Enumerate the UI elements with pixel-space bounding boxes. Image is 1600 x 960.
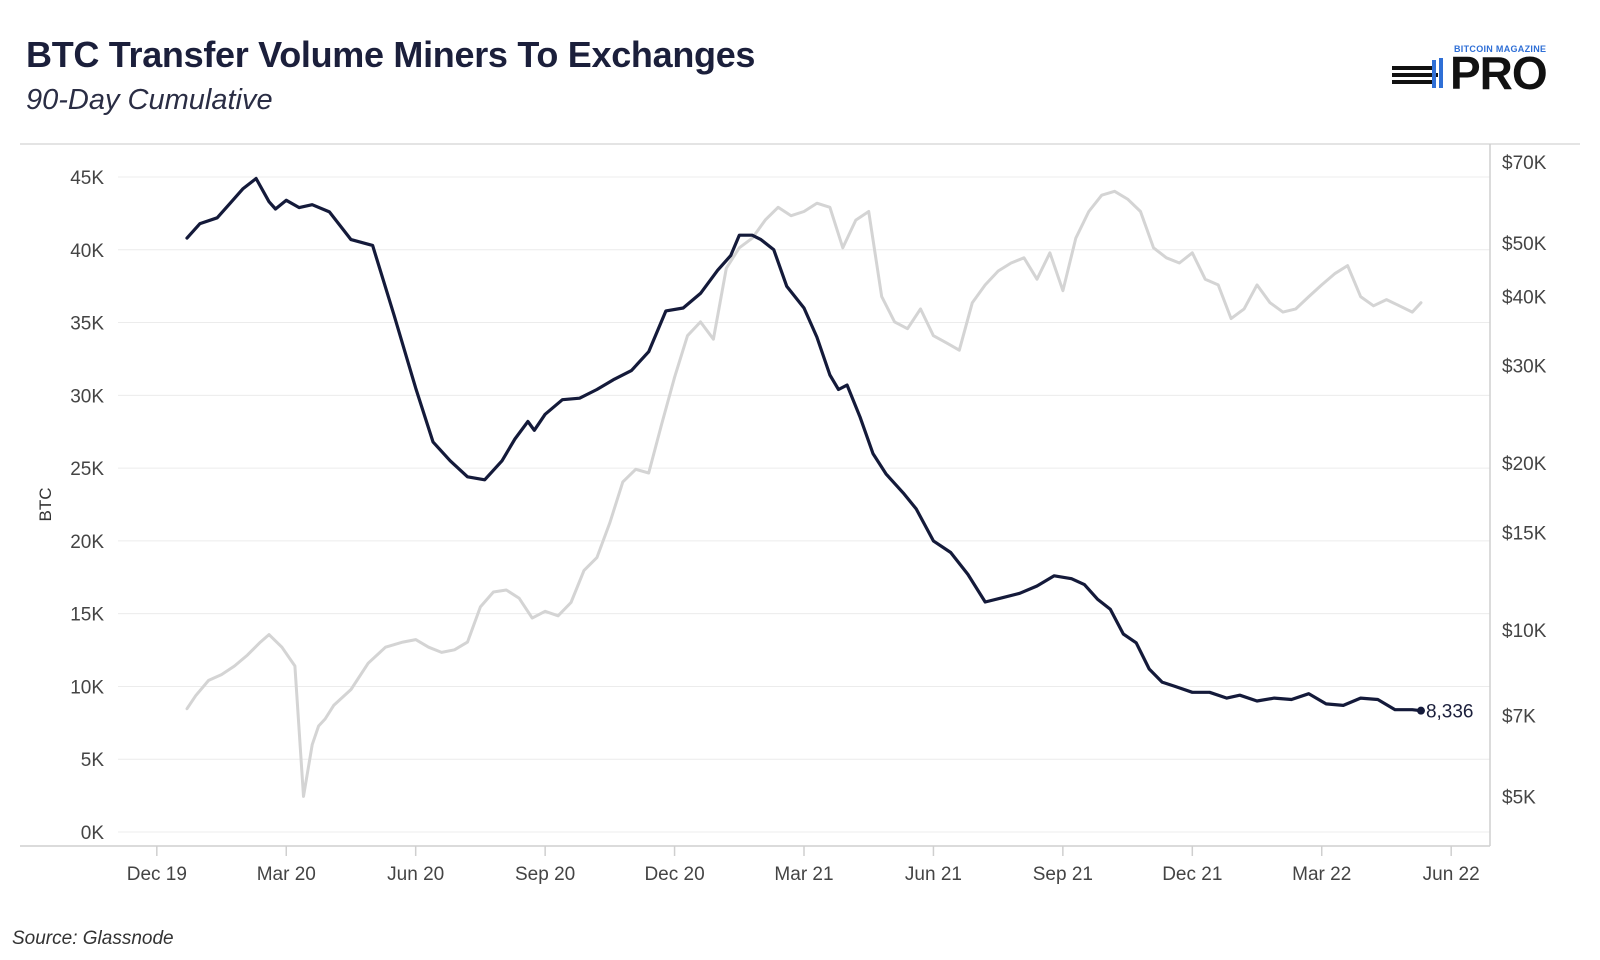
y2-tick-label: $10K: [1502, 621, 1547, 642]
y-tick-label: 15K: [70, 605, 104, 626]
x-tick-label: Dec 20: [644, 864, 704, 885]
y2-tick-label: $15K: [1502, 523, 1547, 544]
miners-to-exchanges-line: [185, 176, 1423, 713]
y-tick-label: 10K: [70, 677, 104, 698]
source-note: Source: Glassnode: [12, 928, 174, 949]
y-axis-title: BTC: [36, 488, 55, 522]
y-tick-label: 5K: [81, 750, 105, 771]
chart-subtitle: 90-Day Cumulative: [26, 84, 273, 116]
btc-price-line: [185, 189, 1423, 798]
y-tick-label: 25K: [70, 459, 104, 480]
end-value-label: 8,336: [1426, 702, 1474, 723]
x-tick-label: Jun 21: [905, 864, 962, 885]
bitcoin-magazine-pro-logo: BITCOIN MAGAZINE PRO: [1392, 42, 1582, 100]
x-tick-label: Mar 21: [774, 864, 833, 885]
y2-tick-label: $40K: [1502, 288, 1547, 309]
x-tick-label: Mar 20: [257, 864, 316, 885]
y2-tick-label: $70K: [1502, 153, 1547, 174]
x-tick-label: Mar 22: [1292, 864, 1351, 885]
chart-title: BTC Transfer Volume Miners To Exchanges: [26, 34, 756, 75]
y-tick-label: 40K: [70, 241, 104, 262]
y-tick-label: 20K: [70, 532, 104, 553]
x-tick-label: Sep 21: [1033, 864, 1093, 885]
axis-layer: 0K 5K 10K 15K 20K 25K 30K 35K 40K 45K $5K $7K $10K $1…: [20, 143, 1580, 885]
x-tick-label: Sep 20: [515, 864, 575, 885]
grid-layer: [118, 176, 1490, 833]
label-layer: 8,336: [1416, 702, 1474, 723]
series-layer: [185, 176, 1423, 798]
y-tick-label: 35K: [70, 314, 104, 335]
y-tick-label: 30K: [70, 386, 104, 407]
y2-tick-label: $5K: [1502, 787, 1536, 808]
y2-tick-label: $30K: [1502, 357, 1547, 378]
y2-tick-label: $7K: [1502, 707, 1536, 728]
logo-brand-text: BITCOIN MAGAZINE: [1454, 44, 1547, 54]
x-tick-label: Dec 19: [127, 864, 187, 885]
y-tick-label: 45K: [70, 168, 104, 189]
x-tick-label: Jun 22: [1423, 864, 1480, 885]
y2-tick-label: $20K: [1502, 454, 1547, 475]
logo-pro-text: PRO: [1450, 47, 1548, 99]
end-point-marker: [1416, 706, 1425, 715]
logo-bars-icon: [1392, 58, 1443, 88]
x-tick-label: Dec 21: [1162, 864, 1222, 885]
y2-tick-label: $50K: [1502, 234, 1547, 255]
x-tick-label: Jun 20: [387, 864, 444, 885]
y-tick-label: 0K: [81, 823, 105, 844]
